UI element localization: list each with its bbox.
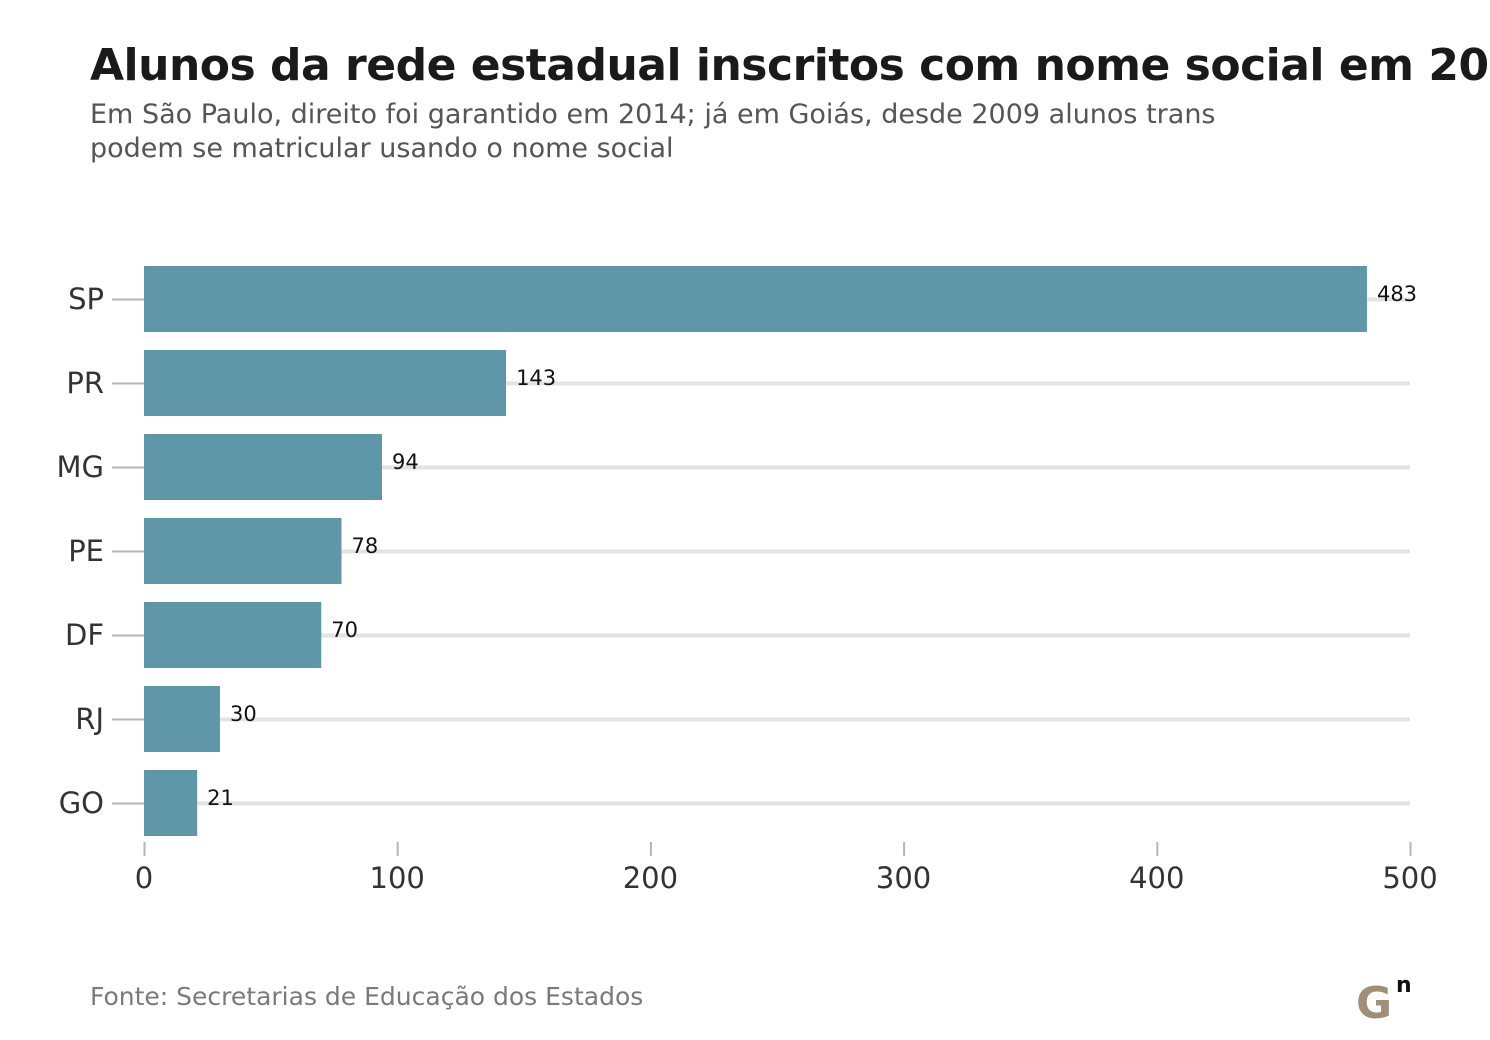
bar-pr (144, 350, 507, 416)
x-tick-label-100: 100 (370, 861, 425, 895)
chart-subtitle: Em São Paulo, direito foi garantido em 2… (90, 99, 1216, 164)
bar-rj (144, 686, 220, 752)
publisher-logo-icon: G n (1356, 973, 1412, 1024)
chart-title: Alunos da rede estadual inscritos com no… (90, 40, 1490, 91)
category-label-go: GO (59, 786, 104, 820)
bar-pe (144, 518, 342, 584)
category-label-pr: PR (66, 366, 104, 400)
x-tick-label-0: 0 (135, 861, 153, 895)
labels: SP 483 PR 143 MG 94 PE 78 DF 70 RJ 30 GO 21 (57, 282, 1418, 820)
category-label-sp: SP (68, 282, 104, 316)
category-label-df: DF (65, 618, 104, 652)
logo-letter: G (1356, 978, 1392, 1024)
bar-go (144, 770, 198, 836)
category-label-pe: PE (68, 534, 104, 568)
value-label-pr: 143 (516, 366, 556, 390)
bar-sp (144, 266, 1367, 332)
logo-superscript: n (1396, 973, 1412, 998)
x-tick-label-300: 300 (876, 861, 931, 895)
source-note: Fonte: Secretarias de Educação dos Estad… (90, 982, 644, 1011)
x-tick-label-400: 400 (1129, 861, 1184, 895)
bar-df (144, 602, 322, 668)
bars (144, 266, 1367, 836)
category-label-rj: RJ (75, 702, 104, 736)
bar-mg (144, 434, 383, 500)
value-label-mg: 94 (392, 450, 419, 474)
x-tick-label-200: 200 (623, 861, 678, 895)
value-label-go: 21 (207, 786, 234, 810)
x-tick-label-500: 500 (1382, 861, 1437, 895)
x-axis: 0 100 200 300 400 500 (135, 842, 1438, 895)
value-label-pe: 78 (351, 534, 378, 558)
value-label-rj: 30 (230, 702, 257, 726)
value-label-sp: 483 (1377, 282, 1417, 306)
value-label-df: 70 (331, 618, 358, 642)
category-label-mg: MG (57, 450, 105, 484)
